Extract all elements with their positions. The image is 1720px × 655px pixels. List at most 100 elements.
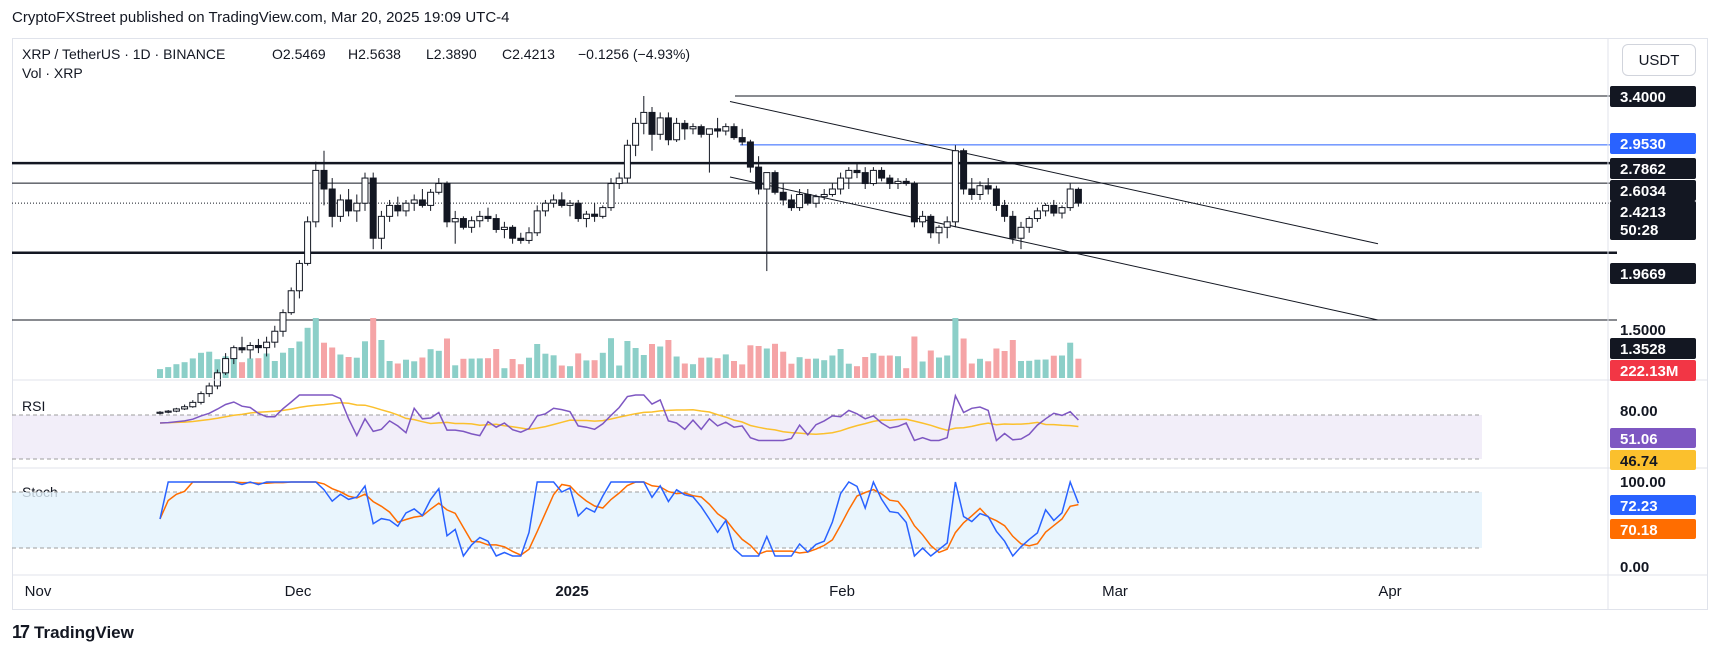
candle [271,330,279,343]
tradingview-brand[interactable]: 17 TradingView [12,622,134,643]
candle [1074,188,1082,204]
volume-bar [517,364,524,378]
legend-symbol: XRP / TetherUS · 1D · BINANCE [22,46,225,62]
candle [861,172,869,185]
volume-bar [1001,351,1008,378]
candle [697,126,705,135]
x-tick-label: 2025 [555,583,588,600]
candle [459,218,467,228]
volume-bar [813,358,819,378]
candle [927,215,935,234]
volume-bar [1009,340,1016,378]
price-label-bg [1610,360,1696,381]
volume-bar [198,352,204,378]
candle [402,202,410,212]
candle [878,169,886,179]
candle [533,210,541,234]
volume-bar [755,346,762,378]
candle [279,312,287,332]
candle [935,226,943,234]
price-label-bg [1610,86,1696,107]
stoch-label-bg [1610,519,1696,539]
candle [779,191,787,201]
volume-bar [632,348,639,378]
currency-button[interactable]: USDT [1622,44,1696,76]
volume-bar [673,356,680,378]
candle [714,128,722,132]
volume-bar [649,344,655,378]
candle [386,204,394,217]
volume-bar [1034,359,1041,378]
volume-bar [304,327,311,378]
volume-bar [230,357,237,378]
volume-bar [370,318,377,378]
x-tick-label: Dec [285,583,312,600]
candle [681,122,689,130]
rsi-label: RSI [22,398,45,414]
stoch-axis-label: 100.00 [1620,474,1666,491]
stoch-axis-label: 70.18 [1620,522,1658,539]
price-axis-label: 1.3528 [1620,341,1666,358]
candle [230,347,238,360]
price-label-bg [1610,180,1696,201]
candle [919,215,927,223]
candle [246,344,254,351]
price-axis-label: 2.9530 [1620,136,1666,153]
volume-bar [435,350,442,378]
volume-bar [829,355,836,378]
volume-bar [993,348,1000,378]
volume-bar [763,348,770,378]
candle [746,141,754,168]
candle [558,199,566,206]
legend-open: O2.5469 [272,46,326,62]
volume-bar [591,360,598,378]
legend-vol: Vol · XRP [22,65,83,81]
candle [164,410,172,413]
volume-bar [870,353,877,378]
volume-bar [854,366,860,378]
candle [1017,226,1025,239]
candle [787,199,795,209]
candle [353,202,361,212]
candle [213,372,221,387]
volume-bar [534,344,541,378]
volume-bar [599,352,606,378]
volume-bar [927,350,934,378]
volume-bar [608,338,614,378]
volume-bar [427,349,434,378]
volume-bar [903,368,910,378]
candle [910,183,918,223]
candle [812,196,820,204]
candle [320,169,328,190]
candle [197,393,205,403]
candle [755,166,763,190]
candle [673,122,681,141]
stoch-axis-label: 0.00 [1620,559,1649,576]
volume-bar [485,358,491,378]
volume-bar [1026,360,1033,378]
volume-bar [394,363,401,378]
rsi-axis-label: 46.74 [1620,453,1658,470]
volume-bar [714,358,721,378]
x-tick-label: Mar [1102,583,1128,600]
volume-bar [895,356,901,378]
candle [468,220,476,228]
price-axis-label: 1.5000 [1620,322,1666,339]
volume-bar [845,363,852,378]
candle [1066,188,1074,209]
candle [894,180,902,185]
volume-bar [460,358,467,378]
candle [263,341,271,349]
volume-bar [886,355,893,378]
candle [886,177,894,185]
volume-bar [255,358,262,378]
volume-bar [722,354,729,378]
legend-low: L2.3890 [426,46,477,62]
candle [345,199,353,212]
candle [730,126,738,139]
volume-bar [337,354,344,378]
candle [771,172,779,193]
volume-bar [952,318,959,378]
price-chart[interactable]: XRP / TetherUS · 1D · BINANCE O2.5469 H2… [0,0,1720,610]
candle [435,183,443,193]
